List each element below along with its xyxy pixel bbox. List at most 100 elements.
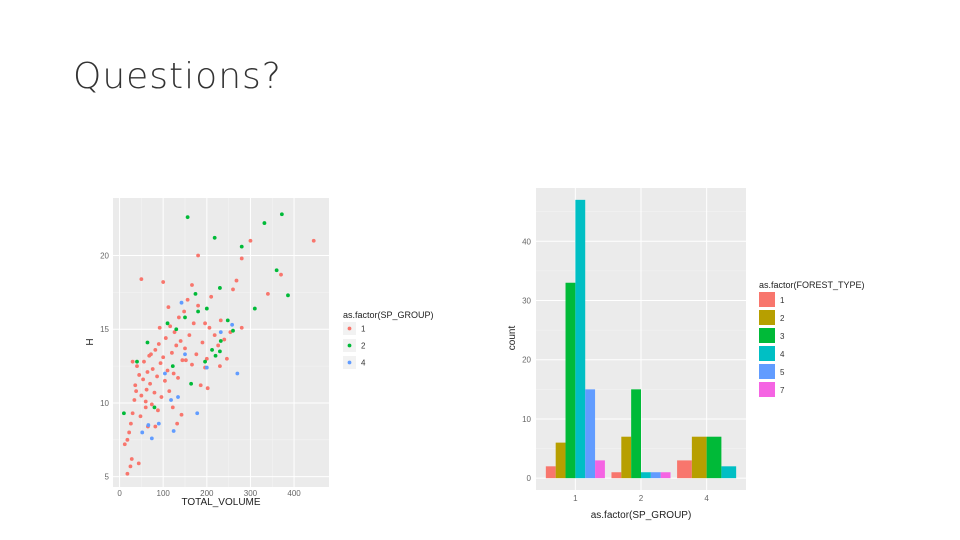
scatter-point (174, 343, 179, 348)
scatter-point (248, 238, 253, 243)
scatter-point (204, 365, 209, 370)
scatter-point (134, 389, 139, 394)
scatter-point (190, 283, 194, 287)
scatter-point (144, 387, 149, 392)
scatter-point (149, 436, 154, 441)
scatter-point (239, 256, 244, 261)
scatter-point (152, 390, 157, 395)
scatter-point (279, 212, 284, 217)
scatter-legend-swatch (347, 343, 352, 348)
scatter-point (183, 358, 188, 363)
scatter-point (157, 325, 162, 330)
scatter-point (218, 286, 222, 290)
scatter-point (163, 336, 168, 340)
scatter-point (172, 330, 177, 335)
scatter-point (153, 347, 158, 352)
scatter-point (171, 429, 176, 433)
scatter-point (200, 340, 205, 345)
scatter-point (158, 361, 163, 366)
scatter-point (176, 395, 180, 399)
scatter-point (145, 370, 150, 374)
scatter-point (139, 277, 144, 281)
scatter-point (218, 349, 222, 354)
scatter-point (224, 356, 229, 361)
scatter-point (171, 371, 176, 376)
slide-title: Questions? (73, 56, 282, 97)
scatter-point (195, 411, 200, 416)
scatter-point (225, 318, 230, 323)
scatter-point (139, 393, 144, 398)
scatter-point (212, 235, 217, 240)
scatter-point (193, 291, 198, 296)
scatter-point (129, 457, 134, 461)
scatter-point (216, 343, 221, 348)
scatter-point (159, 395, 164, 399)
scatter-point (183, 346, 187, 351)
scatter-point (176, 315, 181, 320)
scatter-point (122, 442, 127, 447)
scatter-point (130, 359, 135, 364)
scatter-point (165, 321, 170, 326)
scatter-point (196, 303, 200, 308)
scatter-point (175, 421, 180, 426)
scatter-point (212, 333, 217, 338)
scatter-point (210, 347, 214, 352)
scatter-point (141, 377, 146, 382)
scatter-point (163, 378, 167, 383)
scatter-point (149, 402, 154, 407)
scatter-point (149, 352, 153, 357)
scatter-point (180, 358, 185, 363)
scatter-x-axis-title: TOTAL_VOLUME (181, 497, 260, 508)
scatter-point (170, 364, 175, 368)
scatter-x-tick-label: 0 (117, 489, 122, 498)
scatter-legend-label: 1 (361, 325, 366, 334)
scatter-point (137, 373, 142, 377)
scatter-x-tick-label: 100 (157, 489, 171, 498)
scatter-point (203, 359, 207, 364)
scatter-point (153, 424, 158, 429)
scatter-point (156, 408, 160, 413)
scatter-legend-swatch (347, 326, 352, 331)
scatter-point (191, 321, 196, 326)
scatter-legend-swatch (347, 360, 352, 365)
scatter-point (163, 371, 167, 376)
scatter-point (135, 364, 139, 368)
scatter-point (204, 306, 209, 311)
scatter-point (187, 333, 192, 338)
scatter-point (178, 339, 183, 343)
scatter-legend-label: 4 (361, 359, 366, 368)
scatter-point (266, 291, 270, 296)
scatter-point (231, 287, 235, 292)
scatter-point (231, 328, 235, 333)
scatter-point (150, 367, 155, 371)
scatter-y-tick-label: 5 (105, 473, 110, 482)
scatter-point (167, 389, 172, 394)
scatter-point (230, 322, 235, 327)
scatter-point (179, 300, 184, 305)
scatter-point (170, 350, 174, 355)
scatter-point (194, 352, 199, 357)
scatter-point (183, 352, 187, 357)
scatter-point (235, 371, 240, 376)
scatter-point (138, 414, 143, 419)
scatter-point (142, 359, 146, 364)
scatter-point (207, 325, 212, 330)
scatter-point (128, 421, 133, 426)
scatter-point (252, 306, 257, 311)
scatter-point (125, 471, 130, 476)
scatter-point (203, 321, 207, 326)
scatter-point (166, 305, 171, 310)
scatter-point (183, 315, 187, 320)
scatter-point (182, 309, 187, 314)
scatter-point (133, 383, 138, 388)
scatter-y-tick-label: 10 (100, 399, 109, 408)
scatter-point (198, 383, 203, 388)
scatter-point (239, 325, 244, 330)
scatter-point (130, 411, 135, 416)
scatter-point (146, 423, 151, 427)
scatter-y-axis-title: H (85, 338, 96, 345)
scatter-point (148, 381, 152, 386)
scatter-point (156, 342, 161, 346)
scatter-point (209, 294, 214, 299)
